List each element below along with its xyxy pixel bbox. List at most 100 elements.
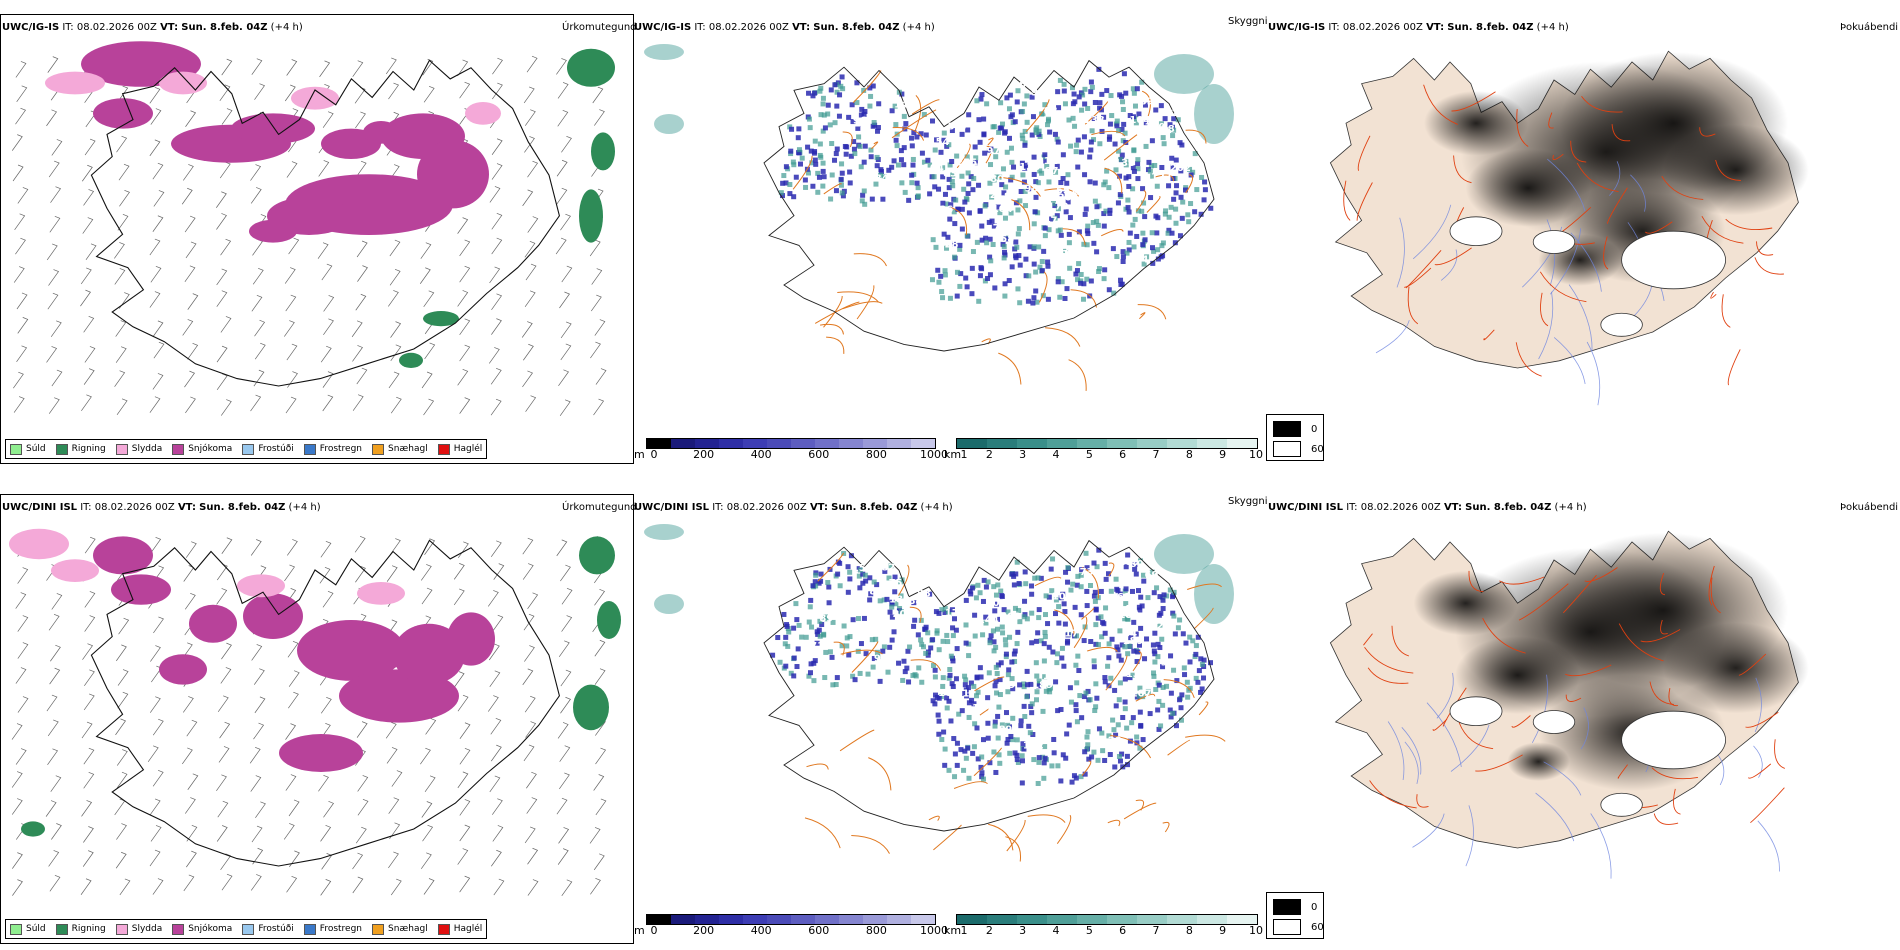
visibility-cell — [954, 153, 960, 159]
cloud-base-cell — [908, 135, 914, 141]
init-time-label: IT: — [62, 22, 74, 33]
colorbar-tick: 0 — [650, 924, 658, 937]
wind-barb — [423, 878, 435, 895]
road — [1193, 607, 1214, 630]
cloud-base-cell — [1031, 154, 1037, 160]
cloud-base-cell — [953, 676, 959, 682]
cloud-base-cell — [951, 736, 957, 742]
visibility-cell — [870, 664, 876, 670]
cloud-base-cell — [952, 751, 958, 757]
cloud-base-value: 81 — [955, 689, 969, 700]
road — [1651, 767, 1698, 780]
wind-barb — [457, 694, 469, 712]
visibility-cell — [939, 737, 945, 743]
cloud-base-cell — [1102, 757, 1108, 763]
run-info-header: UWC/DINI ISL IT: 08.02.2026 00Z VT: Sun.… — [634, 502, 953, 513]
fog-indicator-title: Þokuábendi — [1840, 22, 1899, 33]
lead-time: (+4 h) — [288, 502, 321, 513]
wind-barb — [525, 263, 537, 281]
wind-barb — [47, 292, 59, 310]
cloud-base-cell — [1135, 649, 1141, 655]
init-time-label: IT: — [80, 502, 92, 513]
cloud-base-cell — [1096, 66, 1102, 72]
visibility-cell — [874, 649, 880, 655]
visibility-cell — [1133, 120, 1139, 126]
wind-barb — [323, 318, 334, 336]
visibility-cell — [915, 185, 921, 191]
visibility-cell — [1102, 179, 1108, 185]
wind-barb — [459, 799, 471, 816]
legend-label: Frostregn — [319, 444, 363, 454]
visibility-cell — [1000, 630, 1006, 636]
visibility-cell — [1014, 737, 1020, 743]
cloud-base-cell — [878, 167, 884, 173]
visibility-cell — [947, 162, 953, 168]
cloud-base-value: 87 — [1045, 166, 1059, 177]
cloud-base-cell — [1154, 230, 1160, 236]
visibility-cell — [973, 595, 979, 601]
visibility-cell — [1170, 710, 1176, 716]
cloud-base-cell — [784, 623, 790, 629]
visibility-cell — [1109, 113, 1115, 119]
visibility-cell — [1116, 128, 1122, 134]
low-visibility-area — [1194, 84, 1234, 144]
wind-barb — [527, 160, 539, 178]
road — [820, 323, 844, 335]
visibility-cell — [1070, 581, 1076, 587]
snow-area — [243, 593, 303, 639]
cloud-base-cell — [887, 644, 893, 650]
cloud-base-cell — [978, 265, 984, 271]
wind-barb — [216, 774, 227, 792]
visibility-cell — [1039, 259, 1045, 265]
road — [1198, 701, 1209, 716]
wind-barb — [47, 56, 59, 73]
road — [1081, 567, 1099, 599]
rain-area — [597, 601, 621, 639]
road — [1475, 754, 1523, 772]
cloud-base-cell — [1059, 191, 1065, 197]
cloud-base-cell — [868, 591, 874, 597]
cloud-base-cell — [989, 218, 995, 224]
road — [1404, 267, 1432, 288]
cloud-base-cell — [954, 740, 960, 746]
road — [956, 143, 971, 169]
cloud-base-cell — [965, 190, 971, 196]
visibility-cell — [1124, 725, 1130, 731]
cloud-base-cell — [1059, 655, 1065, 661]
legend-label: Rigning — [71, 444, 106, 454]
cloud-base-cell — [962, 748, 968, 754]
cloud-base-cell — [1071, 91, 1077, 97]
visibility-cell — [1009, 159, 1015, 165]
visibility-cell — [1087, 697, 1093, 703]
visibility-cell — [805, 170, 811, 176]
legend-swatch — [242, 443, 255, 455]
visibility-cell — [861, 188, 867, 194]
wind-barb — [527, 216, 539, 233]
visibility-cell — [963, 196, 969, 202]
wind-barb — [153, 616, 164, 634]
colorbar-cell — [1107, 915, 1137, 924]
wind-barb — [356, 240, 368, 258]
road — [1552, 153, 1564, 161]
snow-area — [231, 113, 315, 144]
cloud-base-cell — [1088, 278, 1094, 284]
cloud-base-value: 61 — [1117, 592, 1131, 603]
cloud-base-cell — [1001, 607, 1007, 613]
cloud-base-cell — [936, 718, 942, 724]
visibility-cell — [999, 722, 1005, 728]
valid-time-value: Sun. 8.feb. 04Z — [181, 22, 268, 33]
rain-area — [573, 684, 609, 731]
road — [1721, 294, 1731, 328]
visibility-cell — [952, 774, 958, 780]
road — [1540, 292, 1549, 327]
fog-area — [1663, 124, 1809, 216]
visibility-cell — [991, 749, 997, 755]
visibility-cell — [957, 283, 963, 289]
cloud-base-cell — [903, 121, 909, 127]
snow-area — [93, 98, 153, 129]
wind-barb — [17, 567, 29, 584]
visibility-cell — [878, 172, 884, 178]
wind-barb — [318, 775, 329, 792]
cloud-base-value: 179 — [1048, 201, 1069, 212]
wind-barb — [322, 371, 334, 388]
